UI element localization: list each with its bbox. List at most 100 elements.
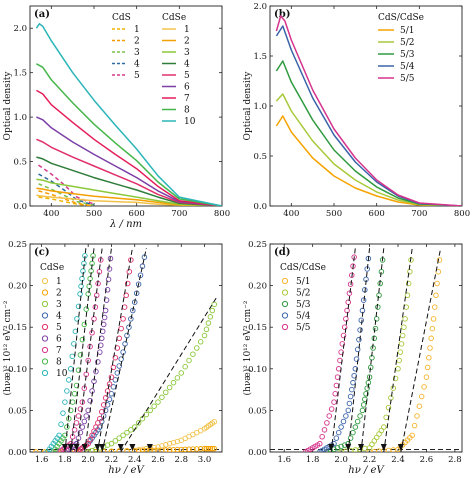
data-point (334, 445, 341, 451)
data-point (101, 314, 108, 321)
series-line (36, 178, 222, 206)
legend-label: 6 (56, 335, 62, 345)
data-point (349, 386, 355, 393)
data-point (118, 325, 124, 332)
band-gap-arrow (129, 444, 136, 451)
data-point (436, 257, 443, 263)
data-point (120, 316, 126, 322)
data-point (108, 391, 115, 397)
data-point (77, 429, 84, 436)
y-tick-label: 0.20 (8, 282, 27, 292)
data-point (203, 445, 210, 452)
x-tick-label: 2.4 (128, 455, 142, 465)
data-point (135, 448, 142, 452)
data-point (376, 292, 382, 299)
panel-label: (c) (34, 247, 50, 258)
legend-label: 2 (56, 289, 62, 299)
y-tick-label: 0.15 (8, 323, 27, 333)
data-point (396, 357, 402, 364)
data-point (95, 359, 101, 365)
data-point (211, 301, 217, 308)
data-point (60, 410, 66, 416)
data-point (405, 280, 412, 287)
y-tick-label: 1.5 (13, 69, 27, 79)
data-point (333, 382, 340, 389)
data-point (397, 349, 404, 355)
data-point (128, 427, 134, 433)
data-point (427, 345, 433, 351)
data-point (401, 324, 407, 330)
band-gap-arrow (73, 444, 80, 451)
y-tick-label: 2.0 (13, 24, 27, 34)
legend-label: 6 (184, 83, 190, 93)
x-tick-label: 800 (454, 209, 470, 219)
tangent-fit-line (101, 248, 147, 452)
data-point (116, 335, 122, 342)
band-gap-arrow (94, 444, 101, 451)
data-point (338, 443, 344, 450)
legend-label: 4 (184, 60, 190, 70)
data-point (143, 411, 150, 418)
tangent-fit-line (76, 248, 103, 452)
data-point (434, 280, 440, 287)
data-point (163, 389, 169, 396)
x-tick-label: 500 (86, 209, 102, 219)
series-line (275, 115, 462, 206)
data-point (373, 316, 380, 322)
legend-label: 5/5 (400, 74, 415, 84)
plot-frame (269, 243, 463, 453)
data-point (81, 321, 88, 328)
data-point (421, 384, 427, 390)
data-point (170, 379, 177, 386)
legend-label: 5/5 (296, 323, 311, 333)
legend-label: 1 (134, 25, 140, 35)
tangent-fit-line (120, 297, 217, 452)
data-point (340, 418, 347, 425)
data-point (85, 291, 91, 297)
data-point (194, 345, 200, 351)
data-point (174, 438, 181, 445)
data-point (376, 448, 382, 452)
data-point (353, 356, 360, 362)
plot-area (30, 248, 222, 452)
data-point (112, 438, 119, 444)
data-point (345, 299, 351, 305)
x-axis-label: hν / eV (348, 465, 385, 474)
data-point (360, 297, 367, 303)
data-point (207, 314, 214, 320)
data-point (170, 439, 177, 446)
data-point (430, 316, 437, 322)
data-point (105, 276, 112, 283)
data-point (143, 448, 150, 452)
data-point (347, 435, 354, 441)
legend-title: CdS/CdSe (280, 263, 326, 273)
data-point (58, 421, 64, 428)
x-tick-label: 2.8 (175, 455, 189, 465)
y-tick-label: 1.5 (253, 52, 267, 62)
data-point (81, 385, 88, 391)
data-point (73, 420, 80, 426)
data-point (100, 402, 107, 408)
data-point (362, 445, 368, 452)
y-axis-label: Optical density (3, 71, 13, 141)
data-point (209, 445, 216, 452)
data-point (78, 283, 84, 290)
data-point (108, 448, 115, 452)
x-tick-label: 2.0 (334, 455, 348, 465)
x-tick-label: 700 (411, 209, 427, 219)
data-point (407, 268, 413, 275)
data-point (166, 384, 173, 391)
data-point (116, 435, 122, 441)
data-point (69, 399, 76, 405)
band-gap-arrow (61, 444, 68, 451)
data-point (155, 447, 161, 452)
x-tick-label: 400 (43, 209, 59, 219)
legend-label: 1 (184, 25, 190, 35)
y-axis-label: (hνæ)² 10¹² eV² cm⁻² (242, 300, 253, 395)
data-point (163, 447, 169, 452)
data-point (77, 406, 84, 412)
data-point (116, 363, 122, 369)
y-tick-label: 0.0 (253, 202, 267, 212)
legend-label: 8 (184, 106, 190, 116)
